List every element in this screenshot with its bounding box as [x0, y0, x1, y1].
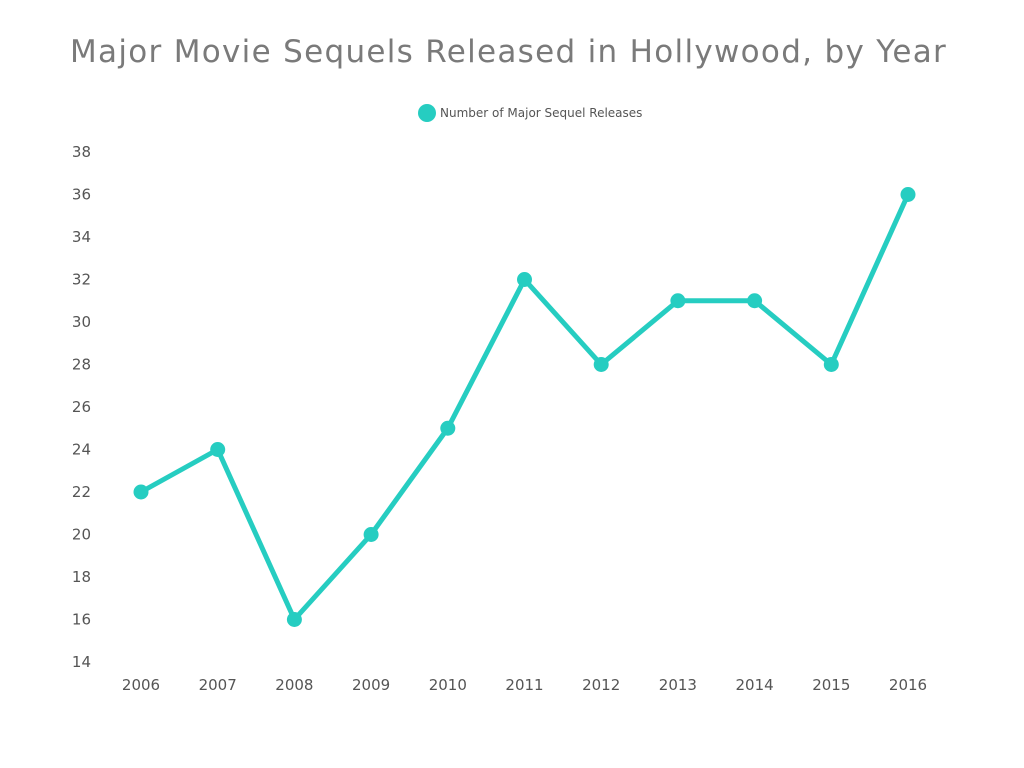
- y-tick-label: 18: [72, 568, 91, 586]
- legend: Number of Major Sequel Releases: [418, 104, 642, 122]
- y-tick-label: 32: [72, 271, 91, 289]
- x-tick-label: 2007: [199, 676, 237, 694]
- y-tick-label: 28: [72, 356, 91, 374]
- x-tick-label: 2006: [122, 676, 160, 694]
- data-point[interactable]: [363, 527, 379, 542]
- data-point[interactable]: [823, 357, 839, 372]
- x-tick-label: 2016: [889, 676, 927, 694]
- y-tick-label: 38: [72, 143, 91, 161]
- y-tick-label: 16: [72, 611, 91, 629]
- y-tick-label: 26: [72, 398, 91, 416]
- y-tick-label: 22: [72, 483, 91, 501]
- data-point[interactable]: [210, 442, 226, 457]
- data-point[interactable]: [900, 187, 916, 202]
- y-tick-label: 30: [72, 313, 91, 331]
- y-axis: 14 16 18 20 22 24 26 28 30 32 34 36 38: [72, 143, 91, 671]
- series-layer: [133, 187, 916, 627]
- series-line: [138, 192, 911, 622]
- y-tick-label: 36: [72, 186, 91, 204]
- data-point[interactable]: [133, 484, 149, 500]
- y-tick-label: 14: [72, 653, 91, 671]
- y-tick-label: 24: [72, 441, 91, 459]
- x-tick-label: 2015: [812, 676, 850, 694]
- data-point[interactable]: [440, 420, 456, 436]
- x-tick-label: 2011: [505, 676, 543, 694]
- x-tick-label: 2013: [659, 676, 697, 694]
- x-tick-label: 2009: [352, 676, 390, 694]
- legend-label: Number of Major Sequel Releases: [440, 106, 643, 120]
- x-tick-label: 2010: [429, 676, 467, 694]
- data-point[interactable]: [670, 293, 686, 309]
- chart-title: Major Movie Sequels Released in Hollywoo…: [70, 34, 948, 70]
- data-point[interactable]: [747, 293, 763, 309]
- legend-swatch-icon: [418, 104, 436, 122]
- y-tick-label: 34: [72, 228, 91, 246]
- y-tick-label: 20: [72, 526, 91, 544]
- x-tick-label: 2012: [582, 676, 620, 694]
- data-point[interactable]: [286, 612, 302, 627]
- x-tick-label: 2014: [736, 676, 774, 694]
- data-point[interactable]: [517, 272, 532, 287]
- x-tick-label: 2008: [275, 676, 313, 694]
- x-axis: 2006 2007 2008 2009 2010 2011 2012 2013 2014 2015…: [122, 676, 927, 694]
- data-point[interactable]: [593, 357, 609, 372]
